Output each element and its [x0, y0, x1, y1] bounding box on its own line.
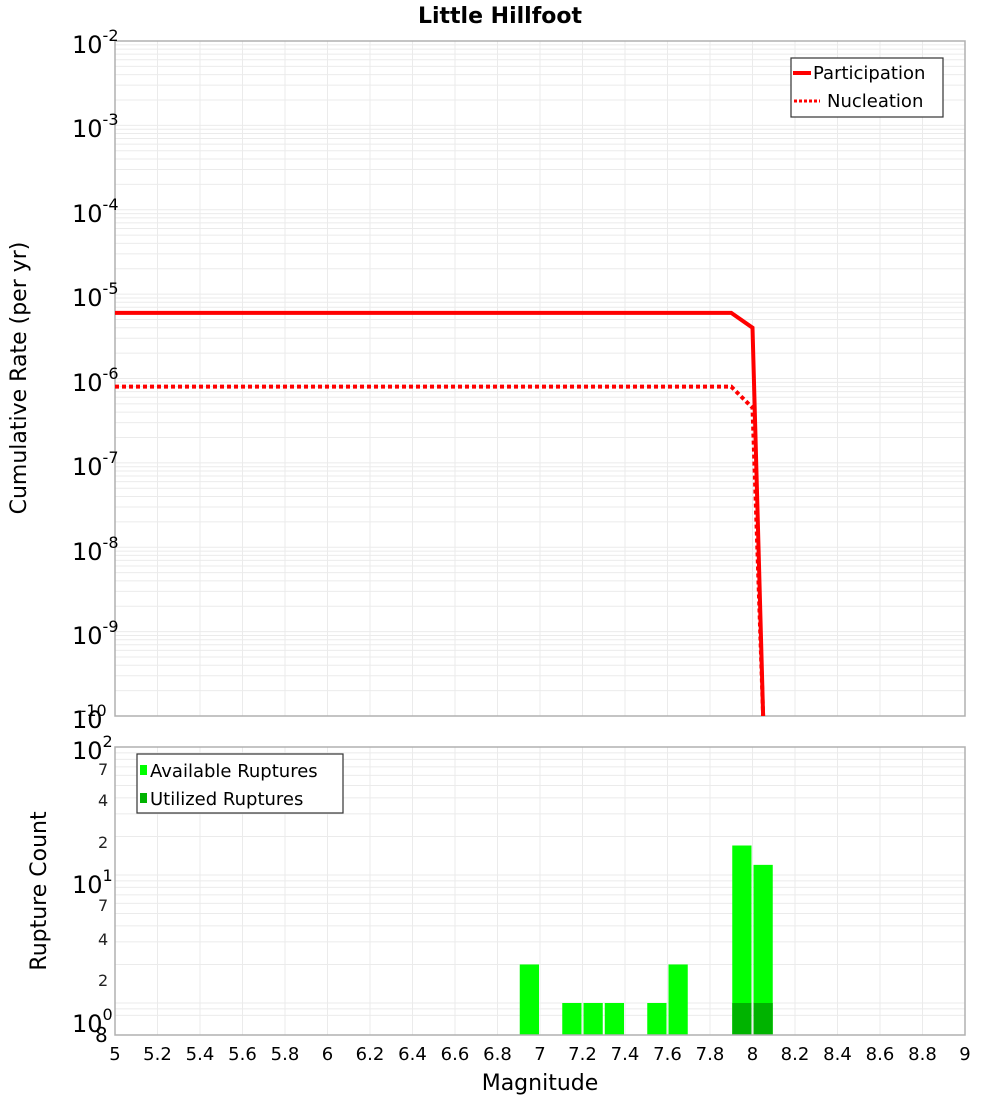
y-tick-1e-8: 10-8	[72, 533, 119, 566]
y-tick-1e-4: 10-4	[72, 195, 119, 228]
x-tick-label: 6.2	[356, 1044, 385, 1065]
utilized-bar	[753, 1003, 773, 1035]
available-bar	[583, 1003, 603, 1035]
y-minor-4: 4	[98, 930, 108, 949]
utilized-legend-swatch	[140, 793, 147, 803]
rupture-legend: Available Ruptures Utilized Ruptures	[136, 753, 344, 814]
available-bar	[519, 964, 539, 1035]
available-legend-label: Available Ruptures	[150, 761, 318, 782]
x-tick-label: 5	[109, 1044, 120, 1065]
x-tick-label: 6.4	[398, 1044, 427, 1065]
y-minor-40: 4	[98, 791, 108, 810]
rupture-bars	[519, 845, 773, 1035]
available-bar	[668, 964, 688, 1035]
rate-y-axis-label: Cumulative Rate (per yr)	[7, 242, 32, 515]
magnitude-x-axis-label: Magnitude	[482, 1071, 599, 1096]
rate-legend-box	[790, 57, 944, 118]
x-tick-label: 8.8	[908, 1044, 937, 1065]
y-tick-1e-9: 10-9	[72, 617, 119, 650]
nucleation-legend-label: Nucleation	[827, 91, 923, 112]
rupture-y-axis-label: Rupture Count	[27, 811, 52, 971]
x-tick-label: 8.4	[823, 1044, 852, 1065]
available-bar	[732, 845, 752, 1035]
x-tick-label: 5.4	[186, 1044, 215, 1065]
y-tick-1e-6: 10-6	[72, 364, 119, 397]
x-tick-label: 7.6	[653, 1044, 682, 1065]
y-minor-20: 2	[98, 833, 108, 852]
y-tick-1e-2: 10-2	[72, 26, 119, 59]
available-bar	[562, 1003, 582, 1035]
rupture-count-plot: 102 101 100 7 4 2 7 4 2 8 Rupture Count …	[27, 732, 971, 1096]
x-tick-label: 7.4	[611, 1044, 640, 1065]
rupture-legend-box	[136, 753, 344, 814]
x-tick-label: 7.8	[696, 1044, 725, 1065]
x-tick-label: 6	[322, 1044, 333, 1065]
rate-plot-frame	[114, 40, 966, 717]
x-tick-label: 6.6	[441, 1044, 470, 1065]
magnitude-x-ticks: 5 5.2 5.4 5.6 5.8 6 6.2 6.4 6.6 6.8 7 7.2 7.4 7.6 7.8 8…	[109, 1044, 970, 1065]
utilized-legend-label: Utilized Ruptures	[150, 789, 303, 810]
y-tick-1e-3: 10-3	[72, 110, 119, 143]
rate-plot-grid	[115, 41, 966, 717]
x-tick-label: 8	[747, 1044, 758, 1065]
x-tick-label: 6.8	[483, 1044, 512, 1065]
available-bar	[647, 1003, 667, 1035]
utilized-bar	[732, 1003, 752, 1035]
rupture-plot-frame	[114, 746, 966, 1036]
y-tick-1e-10: 10-10	[72, 701, 107, 734]
x-tick-label: 5.2	[143, 1044, 172, 1065]
x-tick-label: 8.6	[866, 1044, 895, 1065]
x-tick-label: 7	[534, 1044, 545, 1065]
rate-y-ticks: 10-2 10-3 10-4 10-5 10-6 10-7 10-8 10-9 …	[72, 26, 119, 734]
available-bar	[753, 864, 773, 1035]
y-tick-1e2: 102	[72, 732, 113, 765]
y-tick-1e0: 100	[72, 1005, 113, 1038]
y-minor-2: 2	[98, 971, 108, 990]
y-minor-7: 7	[98, 896, 108, 915]
rate-plot: 10-2 10-3 10-4 10-5 10-6 10-7 10-8 10-9 …	[7, 26, 966, 734]
y-minor-70: 7	[98, 760, 108, 779]
y-tick-1e-7: 10-7	[72, 448, 119, 481]
available-legend-swatch	[140, 765, 147, 775]
available-bar	[604, 1003, 624, 1035]
nucleation-line	[115, 384, 766, 716]
y-tick-1e1: 101	[72, 866, 113, 899]
rate-legend: Participation Nucleation	[790, 57, 944, 118]
y-minor-0.8: 8	[95, 1023, 108, 1047]
y-tick-1e-5: 10-5	[72, 279, 119, 312]
chart-title: Little Hillfoot	[418, 4, 583, 29]
participation-legend-label: Participation	[813, 63, 925, 84]
x-tick-label: 7.2	[568, 1044, 597, 1065]
x-tick-label: 8.2	[781, 1044, 810, 1065]
x-tick-label: 5.6	[228, 1044, 257, 1065]
x-tick-label: 9	[959, 1044, 970, 1065]
x-tick-label: 5.8	[271, 1044, 300, 1065]
participation-line	[115, 310, 766, 716]
